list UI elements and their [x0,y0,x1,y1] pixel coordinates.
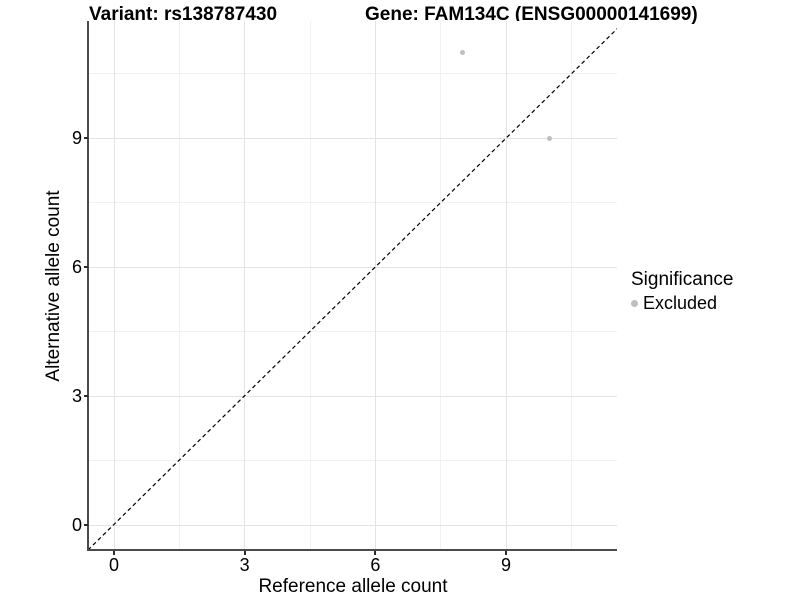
excluded-point-icon [631,300,638,307]
plot-panel [89,21,617,549]
y-axis-title: Alternative allele count [43,190,64,382]
x-tick-label: 6 [370,555,381,575]
gridline-major-vertical [505,21,507,549]
gridline-minor-horizontal [89,202,617,203]
y-tick-mark [84,524,88,526]
gridline-major-vertical [244,21,246,549]
legend: Significance Excluded [631,269,733,314]
x-tick-mark [505,551,508,555]
identity-line [89,28,617,549]
y-tick-label: 9 [71,128,82,148]
gridline-minor-horizontal [89,331,617,332]
legend-entry-excluded: Excluded [631,293,733,314]
x-axis-line [87,549,617,551]
y-tick-label: 3 [71,386,82,406]
gridline-minor-horizontal [89,73,617,74]
gridline-major-vertical [113,21,115,549]
y-axis-line [87,21,89,551]
gridline-minor-vertical [570,21,572,549]
legend-entry-label: Excluded [643,293,718,313]
y-tick-mark [84,137,88,139]
variant-title: Variant: rs138787430 [89,4,278,25]
x-tick-mark [243,551,246,555]
gridline-major-horizontal [89,395,617,397]
gridline-major-horizontal [89,266,617,268]
gridline-major-vertical [374,21,376,549]
gridline-minor-vertical [309,21,311,549]
gridline-minor-vertical [178,21,180,549]
gridline-major-horizontal [89,137,617,139]
x-tick-label: 3 [239,555,250,575]
y-tick-label: 6 [71,257,82,277]
x-tick-mark [374,551,377,555]
data-point [459,49,465,55]
y-tick-mark [84,395,88,397]
y-tick-label: 0 [71,515,82,535]
x-axis-title: Reference allele count [258,576,448,597]
x-tick-mark [113,551,115,555]
gene-title: Gene: FAM134C (ENSG00000141699) [365,4,698,25]
y-tick-mark [84,266,88,268]
x-tick-label: 9 [501,555,512,575]
legend-title: Significance [631,269,734,290]
gridline-minor-horizontal [89,460,617,461]
gridline-minor-vertical [440,21,442,549]
gridline-major-horizontal [89,524,617,526]
data-point [547,135,553,141]
x-tick-label: 0 [108,555,119,575]
